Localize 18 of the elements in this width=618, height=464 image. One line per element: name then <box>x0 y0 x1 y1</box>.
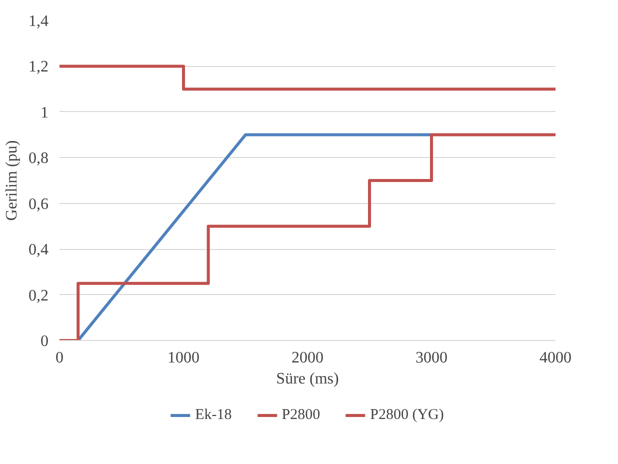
x-tick-label: 1000 <box>168 350 200 366</box>
y-tick-label: 0,2 <box>28 287 48 304</box>
y-tick-label: 1 <box>40 104 48 122</box>
y-tick-label: 0 <box>40 333 48 350</box>
x-tick-label: 0 <box>56 350 64 366</box>
y-tick-label: 0,4 <box>28 242 48 259</box>
legend-label: Ek-18 <box>195 406 232 424</box>
y-tick-label: 0,6 <box>28 196 48 213</box>
x-tick-label: 3000 <box>416 350 448 366</box>
x-tick-label: 2000 <box>292 350 324 366</box>
x-axis-title: Süre (ms) <box>276 370 339 388</box>
y-tick-label: 0,8 <box>28 150 48 168</box>
legend-label: P2800 (YG) <box>370 406 444 424</box>
legend-label: P2800 <box>282 406 320 424</box>
y-tick-label: 1,2 <box>28 58 48 76</box>
y-tick-label: 1,4 <box>28 13 48 30</box>
y-axis-title: Gerilim (pu) <box>4 140 20 221</box>
x-tick-label: 4000 <box>540 350 572 366</box>
